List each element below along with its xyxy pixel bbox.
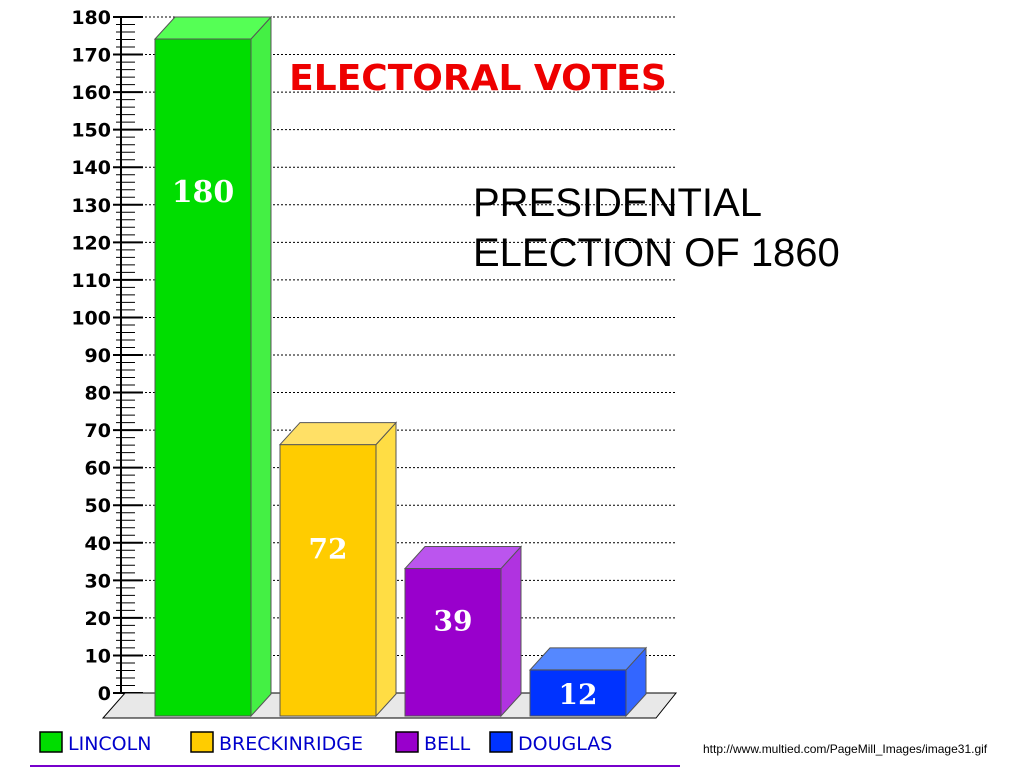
y-tick-label: 20: [85, 608, 111, 630]
y-tick-label: 90: [85, 345, 111, 367]
legend-label: DOUGLAS: [518, 733, 612, 755]
y-tick-label: 180: [71, 7, 111, 29]
y-tick-label: 120: [71, 232, 111, 254]
bar-breckinridge: [279, 444, 377, 717]
y-tick-label: 130: [71, 195, 111, 217]
y-tick-label: 70: [85, 420, 111, 442]
y-tick-label: 170: [71, 45, 111, 67]
bar-bell: [404, 568, 502, 717]
y-tick-label: 30: [85, 570, 111, 592]
y-tick-label: 80: [85, 383, 111, 405]
y-tick-label: 0: [98, 683, 111, 705]
bar-value-label: 72: [309, 533, 348, 566]
bar-side: [500, 545, 522, 718]
legend-swatch: [489, 731, 513, 753]
bar-top: [278, 422, 398, 446]
y-tick-label: 10: [85, 645, 111, 667]
legend-swatch: [190, 731, 214, 753]
legend-swatch: [395, 731, 419, 753]
y-tick-label: 110: [71, 270, 111, 292]
chart-title: ELECTORAL VOTES: [289, 58, 667, 99]
bar-lincoln: [154, 38, 252, 717]
bar-top: [403, 546, 523, 570]
y-tick-label: 100: [71, 307, 111, 329]
y-tick-label: 150: [71, 120, 111, 142]
y-tick-label: 140: [71, 157, 111, 179]
chart-heading: ELECTORAL VOTES: [289, 58, 667, 99]
y-tick-label: 50: [85, 495, 111, 517]
bar-value-label: 180: [172, 175, 235, 210]
y-axis: 0 10 20 30 40 50 60 70 80 90 100 110 120 130 140 150 160…: [71, 7, 143, 705]
bar-top: [528, 647, 648, 671]
legend-label: BRECKINRIDGE: [219, 733, 363, 755]
bar-side: [375, 421, 397, 718]
y-tick-label: 60: [85, 458, 111, 480]
legend-label: LINCOLN: [68, 733, 151, 755]
y-tick-label: 160: [71, 82, 111, 104]
y-tick-label: 40: [85, 533, 111, 555]
legend-label: BELL: [424, 733, 471, 755]
slide-title: PRESIDENTIAL ELECTION OF 1860: [473, 181, 840, 275]
bar-value-labels: 180 72 39 12: [172, 175, 598, 711]
legend-swatch: [39, 731, 63, 753]
bar-value-label: 39: [434, 604, 473, 637]
source-url: http://www.multied.com/PageMill_Images/i…: [703, 742, 988, 756]
bar-value-label: 12: [559, 678, 598, 711]
bar-top: [153, 16, 273, 40]
legend: LINCOLN BRECKINRIDGE BELL DOUGLAS: [39, 731, 612, 755]
bars: [153, 15, 648, 718]
bar-side: [250, 15, 272, 718]
